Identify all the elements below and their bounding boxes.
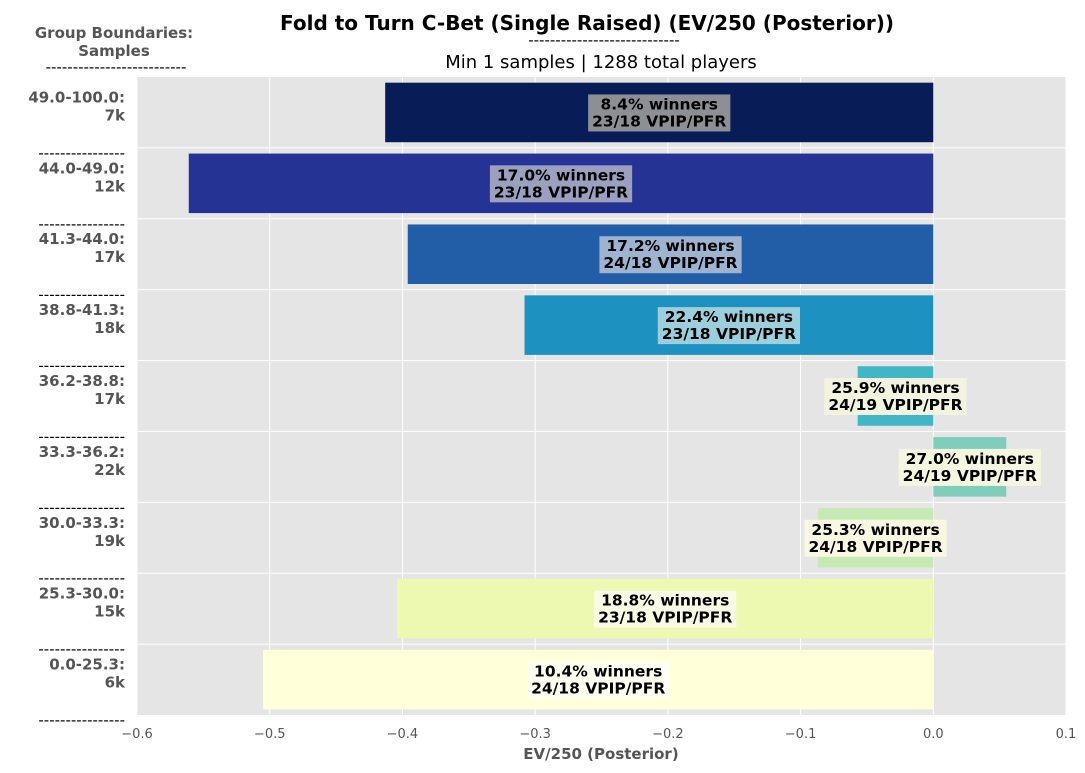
bar-label-winners: 17.2% winners — [606, 237, 734, 255]
bar-label-winners: 17.0% winners — [497, 166, 625, 184]
bar-label-winners: 10.4% winners — [534, 663, 662, 681]
bar-label-box — [527, 661, 670, 699]
bar-label-vpip: 23/18 VPIP/PFR — [662, 325, 796, 343]
row-samples-label: 17k — [94, 390, 126, 408]
bar-label-box — [489, 165, 633, 203]
chart-title: Fold to Turn C-Bet (Single Raised) (EV/2… — [280, 11, 894, 35]
bar-label-vpip: 24/18 VPIP/PFR — [603, 254, 737, 272]
row-group-label: 41.3-44.0: — [39, 230, 125, 248]
row-separator: ---------------- — [38, 427, 125, 445]
side-header-underline: -------------------------- — [46, 58, 187, 76]
bar-label-vpip: 23/18 VPIP/PFR — [494, 183, 628, 201]
row-samples-label: 19k — [94, 532, 126, 550]
row-samples-label: 17k — [94, 248, 126, 266]
chart-subtitle: Min 1 samples | 1288 total players — [445, 52, 757, 73]
row-separator: ---------------- — [38, 144, 125, 162]
row-group-label: 36.2-38.8: — [39, 372, 125, 390]
x-ticks-group: −0.6 −0.5 −0.4 −0.3 −0.2 −0.1 0.0 0.1 — [121, 727, 1076, 742]
x-tick-label: −0.3 — [519, 727, 551, 742]
row-group-label: 25.3-30.0: — [39, 585, 125, 603]
x-tick-label: −0.4 — [387, 727, 419, 742]
row-group-label: 49.0-100.0: — [28, 88, 125, 106]
bar-label-winners: 22.4% winners — [665, 308, 793, 326]
bar-label-winners: 18.8% winners — [601, 592, 729, 610]
x-tick-label: −0.1 — [785, 727, 817, 742]
side-header-line2: Samples — [78, 42, 150, 60]
bar-label-box — [824, 378, 967, 415]
row-group-label: 44.0-49.0: — [39, 159, 125, 177]
bar-label-winners: 8.4% winners — [600, 95, 717, 113]
bar-label-winners: 27.0% winners — [906, 450, 1034, 468]
x-tick-label: 0.1 — [1056, 727, 1077, 742]
row-samples-label: 18k — [94, 319, 126, 337]
row-separator: ---------------- — [38, 498, 125, 516]
row-samples-label: 22k — [94, 461, 126, 479]
x-axis-label: EV/250 (Posterior) — [523, 745, 678, 763]
row-samples-label: 15k — [94, 603, 126, 621]
row-separator: ---------------- — [38, 286, 125, 304]
row-group-label: 30.0-33.3: — [39, 514, 125, 532]
row-samples-label: 12k — [94, 177, 126, 195]
bar-label-vpip: 24/19 VPIP/PFR — [828, 396, 962, 414]
bar-label-box — [898, 448, 1041, 486]
bar-label-box — [594, 590, 737, 628]
side-header-line1: Group Boundaries: — [35, 24, 193, 42]
bar-label-vpip: 24/19 VPIP/PFR — [903, 467, 1037, 485]
bar-label-winners: 25.3% winners — [811, 521, 939, 539]
bar-label-vpip: 24/18 VPIP/PFR — [808, 538, 942, 556]
bar-label-box — [657, 307, 801, 345]
bar-label-box — [599, 236, 742, 274]
row-separator: ---------------- — [38, 640, 125, 658]
row-separator: ---------------- — [38, 711, 125, 729]
x-tick-label: −0.5 — [254, 727, 286, 742]
bar-label-vpip: 24/18 VPIP/PFR — [531, 680, 665, 698]
bars-group — [188, 82, 1007, 710]
bar-label-vpip: 23/18 VPIP/PFR — [598, 609, 732, 627]
bar-label-box — [804, 519, 947, 557]
bar-label-winners: 25.9% winners — [831, 379, 959, 397]
x-tick-label: −0.2 — [652, 727, 684, 742]
row-samples-label: 7k — [105, 106, 126, 124]
row-separator: ---------------- — [38, 215, 125, 233]
row-group-label: 33.3-36.2: — [39, 443, 125, 461]
row-separator: ---------------- — [38, 357, 125, 375]
bar-label-vpip: 23/18 VPIP/PFR — [592, 112, 726, 130]
x-tick-label: −0.6 — [121, 727, 153, 742]
row-separator: ---------------- — [38, 569, 125, 587]
bar-label-box — [588, 94, 731, 132]
row-labels-group: 49.0-100.0:7k----------------44.0-49.0:1… — [28, 88, 126, 729]
row-samples-label: 6k — [105, 674, 126, 692]
row-group-label: 38.8-41.3: — [39, 301, 125, 319]
row-group-label: 0.0-25.3: — [49, 656, 125, 674]
x-tick-label: 0.0 — [923, 727, 944, 742]
title-underline: ---------------------------- — [528, 31, 680, 49]
